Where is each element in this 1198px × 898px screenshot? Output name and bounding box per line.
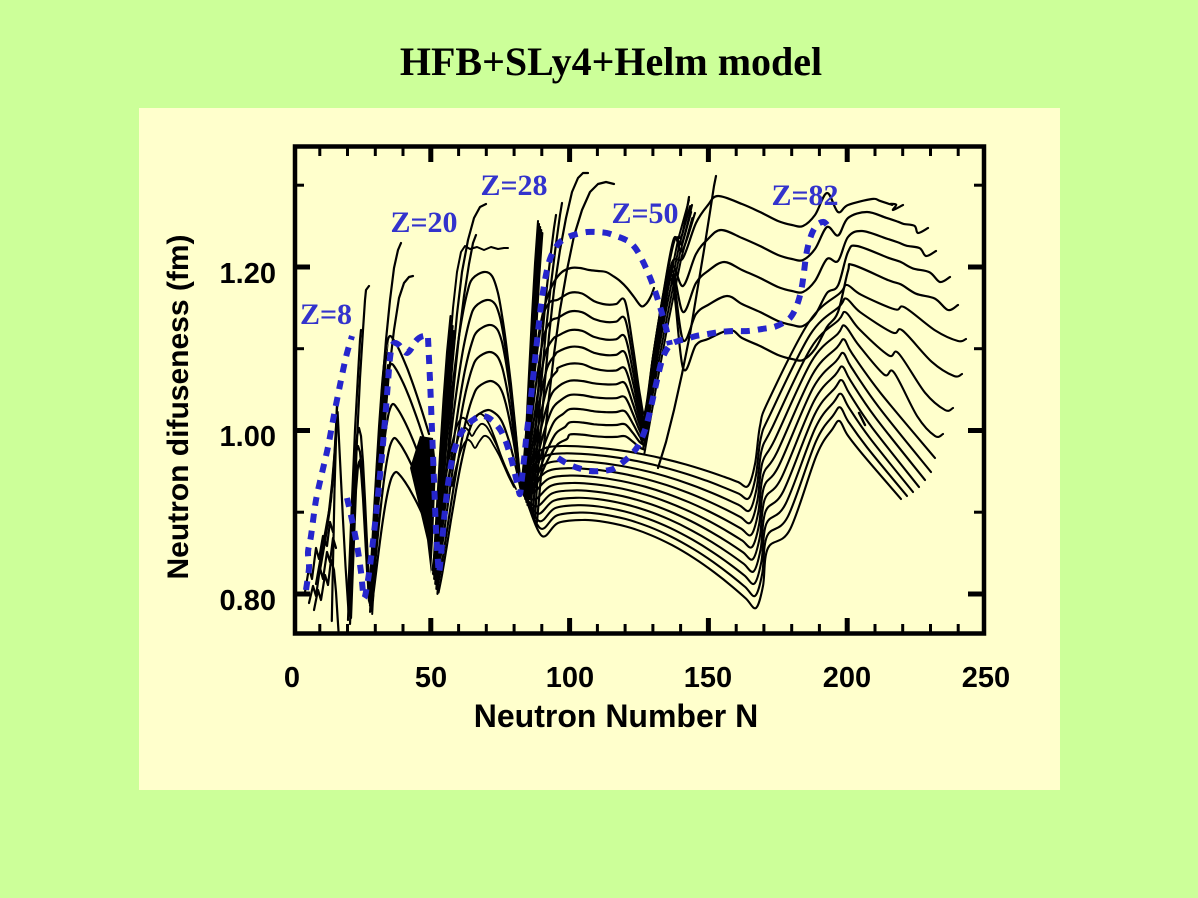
- svg-text:Neutron difuseness (fm): Neutron difuseness (fm): [162, 234, 195, 579]
- svg-text:Z=28: Z=28: [480, 169, 547, 202]
- svg-text:1.20: 1.20: [220, 258, 276, 290]
- svg-text:Z=8: Z=8: [300, 298, 352, 331]
- svg-text:150: 150: [684, 662, 732, 694]
- svg-text:200: 200: [823, 662, 871, 694]
- svg-text:Neutron Number N: Neutron Number N: [474, 698, 758, 734]
- svg-text:Z=82: Z=82: [771, 179, 838, 212]
- svg-text:50: 50: [415, 662, 447, 694]
- svg-text:1.00: 1.00: [220, 421, 276, 453]
- svg-text:Z=20: Z=20: [390, 206, 457, 239]
- svg-text:Z=50: Z=50: [611, 197, 678, 230]
- svg-text:100: 100: [546, 662, 594, 694]
- svg-text:0: 0: [284, 662, 300, 694]
- svg-text:250: 250: [962, 662, 1010, 694]
- svg-text:0.80: 0.80: [220, 585, 276, 617]
